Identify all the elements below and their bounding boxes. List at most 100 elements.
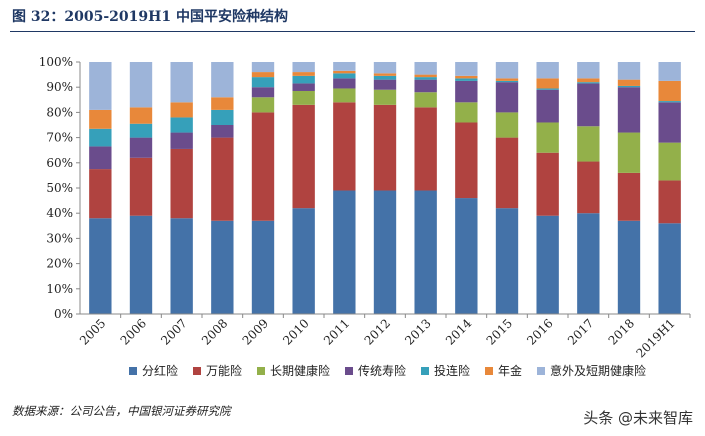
bar-segment	[536, 62, 559, 79]
bar-segment	[89, 146, 112, 170]
bar-segment	[536, 152, 559, 216]
bar-segment	[617, 62, 641, 80]
y-tick-label: 70%	[46, 131, 73, 145]
bar-segment	[373, 62, 397, 74]
bar-segment	[211, 62, 234, 98]
legend-swatch	[345, 367, 353, 375]
bar-segment	[414, 190, 437, 314]
bar-segment	[373, 75, 397, 80]
bar-segment	[170, 218, 193, 314]
bar-segment	[170, 132, 193, 149]
bar-segment	[89, 169, 112, 219]
bar-segment	[455, 62, 478, 76]
y-tick-label: 30%	[46, 231, 73, 245]
legend-label: 长期健康险	[270, 363, 330, 378]
bar-segment	[536, 215, 559, 314]
bar-segment	[658, 142, 681, 181]
legend: 分红险 万能险 长期健康险 传统寿险 投连险 年金 意外及短期健康险	[129, 363, 646, 378]
bar-segment	[617, 79, 641, 86]
bar-segment	[292, 72, 315, 76]
bar-segment	[577, 126, 600, 162]
bar-segment	[658, 180, 681, 224]
bar-segment	[495, 78, 519, 81]
x-tick-label: 2011	[321, 316, 352, 347]
x-tick-label: 2008	[199, 316, 230, 347]
bar-segment	[333, 70, 356, 74]
bar-segment	[658, 62, 681, 81]
bar-segment	[251, 220, 275, 314]
bar-segment	[455, 198, 478, 314]
y-tick-label: 20%	[46, 257, 73, 271]
bar-segment	[251, 77, 275, 88]
bar-segment	[211, 220, 234, 314]
bar-segment	[373, 73, 397, 76]
y-axis: 0% 10% 20% 30% 40% 50% 60% 70% 80% 90% 100%	[39, 55, 81, 321]
y-tick-label: 90%	[46, 80, 73, 94]
bar-segment	[89, 62, 112, 110]
x-tick-label: 2005	[77, 316, 108, 347]
bar-segment	[414, 92, 437, 108]
bar-segment	[536, 78, 559, 89]
x-tick-label: 2016	[524, 316, 555, 347]
watermark: 头条 @未来智库	[583, 407, 693, 428]
legend-swatch	[193, 367, 201, 375]
bar-segment	[251, 72, 275, 78]
bar-segment	[251, 62, 275, 73]
bar-segment	[577, 161, 600, 214]
bar-segment	[617, 172, 641, 221]
bar-segment	[617, 85, 641, 88]
x-tick-label: 2019H1	[633, 316, 677, 360]
bar-segment	[577, 82, 600, 84]
bar-segment	[617, 87, 641, 133]
chart-title: 图 32：2005-2019H1 中国平安险种结构	[12, 9, 288, 25]
y-tick-label: 10%	[46, 282, 73, 296]
legend-label: 万能险	[206, 363, 242, 378]
title-divider	[10, 31, 695, 32]
bar-segment	[373, 89, 397, 105]
bar-segment	[658, 101, 681, 103]
bar-segment	[495, 82, 519, 113]
bar-segment	[170, 62, 193, 103]
legend-swatch	[537, 367, 545, 375]
bar-segment	[170, 148, 193, 219]
legend-label: 分红险	[142, 363, 178, 378]
bar-segment	[414, 79, 437, 93]
bar-segment	[292, 208, 315, 314]
bar-segment	[658, 223, 681, 314]
bar-segment	[373, 104, 397, 191]
x-tick-label: 2007	[158, 316, 189, 347]
bar-segment	[333, 88, 356, 103]
bar-segment	[333, 73, 356, 79]
bars	[89, 62, 681, 314]
bar-segment	[414, 107, 437, 191]
bar-segment	[292, 62, 315, 73]
bar-segment	[455, 122, 478, 199]
bar-segment	[170, 102, 193, 118]
y-tick-label: 50%	[46, 181, 73, 195]
bar-segment	[577, 213, 600, 314]
bar-segment	[129, 215, 153, 314]
bar-segment	[577, 62, 600, 79]
bar-segment	[129, 107, 153, 124]
bar-segment	[333, 190, 356, 314]
bar-segment	[129, 123, 153, 138]
legend-swatch	[129, 367, 137, 375]
watermark-text: 头条 @未来智库	[583, 409, 693, 427]
y-tick-label: 40%	[46, 206, 73, 220]
bar-segment	[211, 125, 234, 138]
bar-segment	[89, 128, 112, 147]
x-axis: 2005 2006 2007 2008 2009 2010 2011 2012 2013 2014…	[77, 313, 691, 361]
x-tick-label: 2018	[606, 316, 637, 347]
bar-segment	[89, 109, 112, 129]
bar-segment	[617, 220, 641, 314]
bar-segment	[536, 89, 559, 123]
legend-label: 年金	[498, 363, 522, 378]
y-tick-label: 80%	[46, 105, 73, 119]
bar-segment	[251, 87, 275, 98]
bar-segment	[658, 102, 681, 143]
bar-segment	[495, 137, 519, 209]
legend-label: 投连险	[434, 363, 470, 378]
x-tick-label: 2014	[443, 316, 475, 348]
x-tick-label: 2015	[484, 316, 515, 347]
stacked-bar-chart: 0%10%20%30%40%50%60%70%80%90%100% 2005 20…	[39, 55, 691, 378]
